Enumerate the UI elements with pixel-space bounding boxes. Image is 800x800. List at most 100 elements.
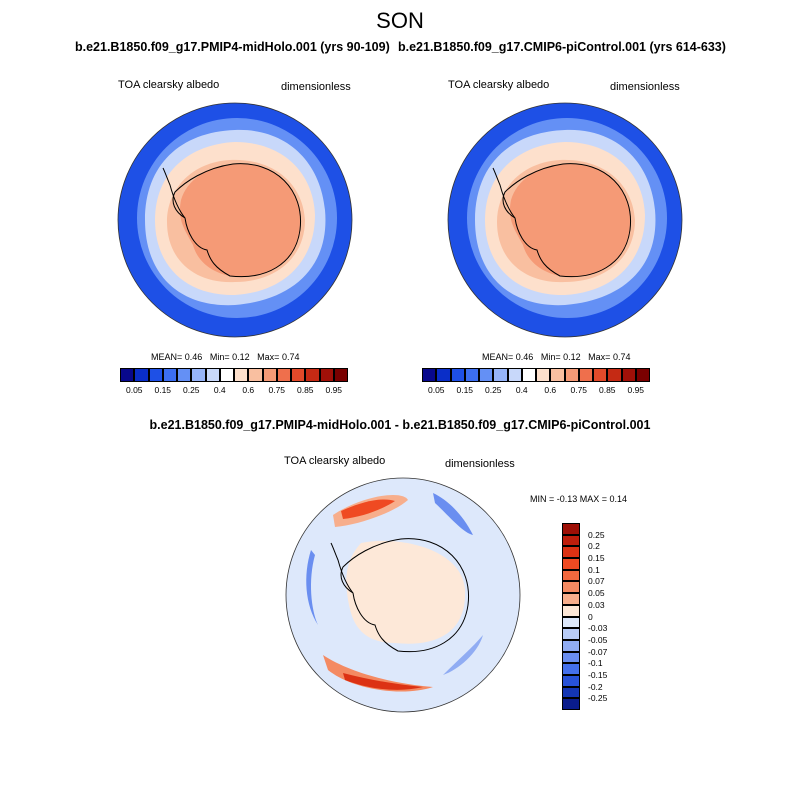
right-map-fill <box>448 103 682 337</box>
right-min-label: Min= <box>540 352 561 362</box>
colorbar-swatch <box>562 663 580 675</box>
colorbar-tick-label: 0.15 <box>456 385 474 395</box>
colorbar-swatch <box>562 639 580 652</box>
colorbar-tick-label: 0.25 <box>182 385 200 395</box>
right-max-value: 0.74 <box>612 352 631 362</box>
left-variable-label: TOA clearsky albedo <box>118 79 220 91</box>
colorbar-swatch <box>521 368 536 382</box>
left-stats: MEAN= 0.46 Min= 0.12 Max= 0.74 <box>151 352 299 362</box>
colorbar-swatch <box>607 368 622 382</box>
left-max-value: 0.74 <box>281 352 300 362</box>
left-units-label: dimensionless <box>281 81 351 93</box>
difference-title: b.e21.B1850.f09_g17.PMIP4-midHolo.001 - … <box>149 418 651 432</box>
difference-antarctica-coastline <box>340 538 470 653</box>
colorbar-tick-label: 0.95 <box>627 385 645 395</box>
colorbar-swatch <box>564 368 579 382</box>
colorbar-swatch <box>621 368 636 382</box>
left-mean-value: 0.46 <box>184 352 203 362</box>
colorbar-swatch <box>134 368 149 382</box>
difference-minmax: MIN = -0.13 MAX = 0.14 <box>530 494 628 504</box>
colorbar-swatch <box>436 368 451 382</box>
figure-title: SON <box>376 8 424 33</box>
colorbar-tick-label: 0.95 <box>325 385 343 395</box>
colorbar-tick-label: 0.05 <box>125 385 143 395</box>
colorbar-swatch <box>562 698 580 710</box>
colorbar-swatch <box>464 368 479 382</box>
colorbar-swatch <box>562 628 580 640</box>
right-variable-label: TOA clearsky albedo <box>448 79 550 91</box>
colorbar-swatch <box>248 368 263 382</box>
colorbar-tick-label: -0.05 <box>588 634 608 645</box>
colorbar-swatch <box>562 593 580 605</box>
colorbar-tick-label: 0.85 <box>598 385 616 395</box>
right-albedo-colorbar <box>422 368 650 382</box>
left-min-label: Min= <box>209 352 230 362</box>
right-antarctica-coastline <box>502 163 632 278</box>
right-stats: MEAN= 0.46 Min= 0.12 Max= 0.74 <box>482 352 630 362</box>
right-mean-value: 0.46 <box>515 352 534 362</box>
right-units-label: dimensionless <box>610 81 680 93</box>
colorbar-tick-label: 0.07 <box>588 576 605 587</box>
colorbar-swatch <box>550 368 565 382</box>
colorbar-swatch <box>578 368 593 382</box>
colorbar-swatch <box>479 368 494 382</box>
colorbar-swatch <box>562 686 580 699</box>
left-albedo-colorbar <box>120 368 348 382</box>
colorbar-swatch <box>562 523 580 535</box>
colorbar-swatch <box>262 368 277 382</box>
colorbar-swatch <box>319 368 334 382</box>
left-max-label: Max= <box>257 352 280 362</box>
colorbar-swatch <box>120 368 135 382</box>
colorbar-tick-label: 0.03 <box>588 599 605 610</box>
right-mean-label: MEAN= <box>482 352 514 362</box>
colorbar-swatch <box>507 368 522 382</box>
colorbar-tick-label: 0 <box>588 611 593 622</box>
colorbar-swatch <box>562 569 580 582</box>
colorbar-tick-label: 0.05 <box>588 588 605 599</box>
colorbar-swatch <box>562 674 580 687</box>
left-albedo-colorbar-labels: 0.05 0.15 0.25 0.4 0.6 0.75 0.85 0.95 <box>120 385 348 397</box>
colorbar-swatch <box>562 651 580 664</box>
colorbar-swatch <box>191 368 206 382</box>
difference-peninsula-coastline <box>330 542 354 594</box>
colorbar-tick-label: -0.25 <box>588 693 608 704</box>
right-albedo-colorbar-labels: 0.05 0.15 0.25 0.4 0.6 0.75 0.85 0.95 <box>422 385 650 397</box>
colorbar-swatch <box>493 368 508 382</box>
colorbar-tick-label: 0.25 <box>484 385 502 395</box>
colorbar-swatch <box>422 368 437 382</box>
colorbar-swatch <box>562 546 580 559</box>
right-max-label: Max= <box>588 352 611 362</box>
colorbar-tick-label: -0.03 <box>588 623 608 634</box>
difference-polar-map <box>285 477 521 713</box>
colorbar-swatch <box>562 604 580 617</box>
left-map-fill <box>118 103 352 337</box>
left-min-value: 0.12 <box>232 352 250 362</box>
colorbar-swatch <box>333 368 348 382</box>
colorbar-swatch <box>177 368 192 382</box>
colorbar-swatch <box>305 368 320 382</box>
colorbar-swatch <box>562 581 580 594</box>
colorbar-tick-label: 0.4 <box>213 385 226 395</box>
colorbar-tick-label: 0.25 <box>588 529 605 540</box>
colorbar-tick-label: 0.85 <box>296 385 314 395</box>
difference-units-label: dimensionless <box>445 458 515 470</box>
colorbar-tick-label: 0.6 <box>544 385 557 395</box>
left-polar-map <box>117 102 353 338</box>
right-polar-map <box>447 102 683 338</box>
right-min-value: 0.12 <box>563 352 581 362</box>
colorbar-swatch <box>162 368 177 382</box>
left-antarctica-coastline <box>172 163 302 278</box>
colorbar-swatch <box>562 558 580 570</box>
left-run-title: b.e21.B1850.f09_g17.PMIP4-midHolo.001 (y… <box>75 40 390 54</box>
colorbar-tick-label: -0.15 <box>588 669 608 680</box>
colorbar-swatch <box>148 368 163 382</box>
colorbar-swatch <box>450 368 465 382</box>
colorbar-swatch <box>562 534 580 547</box>
right-run-title: b.e21.B1850.f09_g17.CMIP6-piControl.001 … <box>398 40 726 54</box>
right-peninsula-coastline <box>492 167 516 219</box>
left-mean-label: MEAN= <box>151 352 183 362</box>
colorbar-tick-label: 0.15 <box>588 553 605 564</box>
colorbar-tick-label: 0.05 <box>427 385 445 395</box>
colorbar-tick-label: 0.15 <box>154 385 172 395</box>
difference-map-fill <box>286 478 520 712</box>
